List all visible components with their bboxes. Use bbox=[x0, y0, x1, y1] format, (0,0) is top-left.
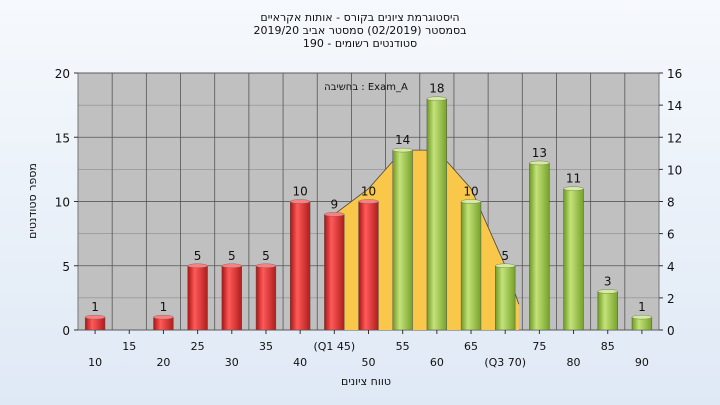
bar-value-label: 5 bbox=[501, 249, 509, 263]
bar-value-label: 3 bbox=[604, 274, 612, 288]
bar-cap-35 bbox=[255, 263, 277, 268]
x-tick-label: 65 bbox=[464, 340, 478, 353]
chart-title-line-2: בסמסטר (02/2019) סמסטר אביב 2019/20 bbox=[253, 24, 467, 37]
x-tick-label: 75 bbox=[532, 340, 546, 353]
x-tick-label: (Q1 45) bbox=[313, 340, 355, 353]
bar-30 bbox=[221, 265, 242, 331]
x-tick-label: 40 bbox=[293, 356, 307, 369]
bar-value-label: 10 bbox=[361, 185, 376, 199]
bar-value-label: 5 bbox=[194, 249, 202, 263]
bar-cap-45 bbox=[324, 212, 345, 217]
bar-cap-20 bbox=[153, 314, 174, 320]
bar-value-label: 10 bbox=[293, 185, 308, 199]
y2-tick-label: 0 bbox=[667, 324, 675, 338]
x-tick-label: 90 bbox=[635, 356, 649, 369]
x-tick-label: 35 bbox=[259, 340, 273, 353]
x-tick-label: (Q3 70) bbox=[484, 356, 526, 369]
y-tick-label: 20 bbox=[55, 67, 70, 81]
bar-cap-60 bbox=[426, 96, 447, 101]
bar-35 bbox=[255, 265, 277, 331]
bar-60 bbox=[426, 98, 448, 331]
bar-55 bbox=[392, 149, 413, 331]
bar-value-label: 18 bbox=[429, 82, 444, 96]
bar-cap-40 bbox=[290, 199, 311, 204]
bar-cap-65 bbox=[460, 199, 482, 204]
y2-tick-label: 16 bbox=[667, 67, 682, 81]
x-axis-label: טווח ציונים bbox=[341, 375, 391, 388]
y-axis-label: מספר סטודנטים bbox=[26, 163, 39, 239]
x-tick-label: 10 bbox=[88, 356, 102, 369]
bar-value-label: 11 bbox=[566, 172, 581, 186]
bar-value-label: 13 bbox=[532, 146, 547, 160]
bar-50 bbox=[358, 201, 379, 331]
bar-cap-30 bbox=[221, 263, 242, 268]
bar-value-label: 1 bbox=[638, 300, 646, 314]
bar-75 bbox=[529, 162, 550, 331]
y-tick-label: 15 bbox=[55, 131, 70, 145]
bar-value-label: 5 bbox=[228, 249, 236, 263]
bar-cap-50 bbox=[358, 199, 379, 204]
bar-65 bbox=[460, 201, 482, 331]
bar-cap-75 bbox=[529, 160, 550, 166]
y-tick-label: 10 bbox=[55, 196, 70, 210]
y2-tick-label: 12 bbox=[667, 131, 682, 145]
y2-tick-label: 8 bbox=[667, 196, 675, 210]
x-tick-label: 50 bbox=[362, 356, 376, 369]
chart-title-line-3: סטודנטים רשומים - 190 bbox=[302, 37, 418, 50]
bar-value-label: 5 bbox=[262, 249, 270, 263]
x-tick-label: 80 bbox=[567, 356, 581, 369]
y-tick-label: 5 bbox=[62, 260, 70, 274]
bar-value-label: 1 bbox=[160, 300, 168, 314]
annotation-label: בחשיבה : Exam_A bbox=[324, 82, 408, 93]
bar-40 bbox=[289, 201, 311, 331]
chart-title-line-1: היסטוגרמת ציונים בקורס - אותות אקראיים bbox=[260, 11, 460, 24]
x-tick-label: 15 bbox=[122, 340, 136, 353]
x-tick-label: 55 bbox=[396, 340, 410, 353]
x-tick-label: 30 bbox=[225, 356, 239, 369]
bar-cap-90 bbox=[631, 314, 653, 320]
bar-cap-10 bbox=[84, 314, 106, 320]
bar-cap-25 bbox=[187, 263, 208, 268]
bar-cap-85 bbox=[597, 289, 618, 294]
bar-value-label: 10 bbox=[463, 185, 478, 199]
bar-85 bbox=[597, 291, 618, 331]
bar-value-label: 9 bbox=[331, 197, 339, 211]
bar-value-label: 1 bbox=[91, 300, 99, 314]
bar-cap-70 bbox=[495, 263, 516, 268]
y2-tick-label: 2 bbox=[667, 292, 675, 306]
y2-tick-label: 10 bbox=[667, 163, 682, 177]
bar-cap-55 bbox=[392, 147, 413, 153]
bar-25 bbox=[187, 265, 208, 331]
y-tick-label: 0 bbox=[62, 324, 70, 338]
x-tick-label: 85 bbox=[601, 340, 615, 353]
y2-tick-label: 4 bbox=[667, 260, 675, 274]
bar-80 bbox=[563, 188, 584, 331]
y2-tick-label: 6 bbox=[667, 228, 675, 242]
x-tick-label: 20 bbox=[156, 356, 170, 369]
x-tick-label: 60 bbox=[430, 356, 444, 369]
x-tick-label: 25 bbox=[191, 340, 205, 353]
bar-value-label: 14 bbox=[395, 133, 410, 147]
bar-45 bbox=[324, 214, 345, 331]
bar-70 bbox=[495, 265, 516, 331]
y2-tick-label: 14 bbox=[667, 99, 682, 113]
bar-cap-80 bbox=[563, 186, 584, 191]
